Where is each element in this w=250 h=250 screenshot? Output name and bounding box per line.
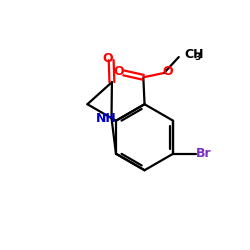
Text: O: O [113, 65, 124, 78]
Text: O: O [162, 65, 173, 78]
Text: 3: 3 [194, 52, 201, 62]
Text: CH: CH [184, 48, 204, 61]
Text: O: O [102, 52, 113, 66]
Text: NH: NH [96, 112, 116, 124]
Text: Br: Br [196, 147, 212, 160]
